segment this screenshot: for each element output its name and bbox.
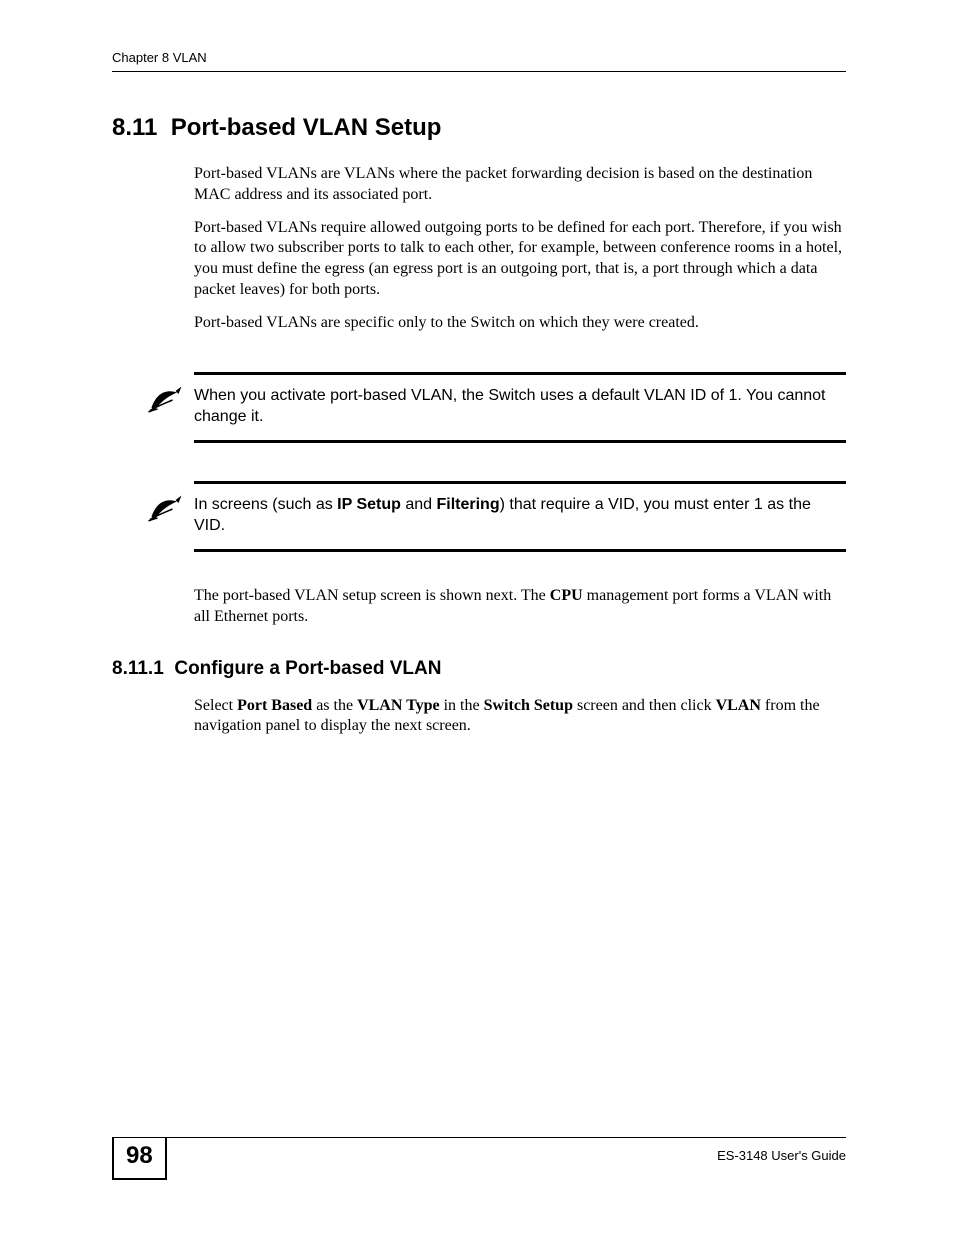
- t-bold: Port Based: [237, 697, 312, 714]
- t-bold: VLAN Type: [357, 697, 440, 714]
- t: screen and then click: [573, 697, 716, 714]
- t-bold: IP Setup: [337, 496, 401, 513]
- para: Port-based VLANs require allowed outgoin…: [194, 218, 846, 301]
- para: Port-based VLANs are specific only to th…: [194, 313, 846, 334]
- section-number: 8.11: [112, 114, 157, 141]
- page-number-box: 98: [112, 1138, 167, 1180]
- note-block: When you activate port-based VLAN, the S…: [147, 372, 846, 443]
- guide-name: ES-3148 User's Guide: [717, 1146, 846, 1163]
- t: as the: [312, 697, 357, 714]
- subsection-heading: 8.11.1 Configure a Port-based VLAN: [112, 658, 846, 680]
- note-rule-bottom: [194, 549, 846, 552]
- t: in the: [440, 697, 484, 714]
- subsection-number: 8.11.1: [112, 658, 164, 679]
- t-bold: Filtering: [436, 496, 499, 513]
- t: The port-based VLAN setup screen is show…: [194, 587, 550, 604]
- note-icon: [147, 385, 194, 415]
- t-bold: CPU: [550, 587, 583, 604]
- t-bold: Switch Setup: [484, 697, 573, 714]
- t: and: [401, 496, 437, 513]
- running-head: Chapter 8 VLAN: [112, 50, 846, 72]
- t: In screens (such as: [194, 496, 337, 513]
- subsection-title: Configure a Port-based VLAN: [174, 658, 441, 679]
- section-heading: 8.11 Port-based VLAN Setup: [112, 114, 846, 142]
- note-block: In screens (such as IP Setup and Filteri…: [147, 481, 846, 552]
- note-text: In screens (such as IP Setup and Filteri…: [194, 494, 846, 537]
- note-rule-bottom: [194, 440, 846, 443]
- t-bold: VLAN: [716, 697, 761, 714]
- after-notes: The port-based VLAN setup screen is show…: [194, 586, 846, 628]
- page-number: 98: [126, 1142, 153, 1169]
- page: Chapter 8 VLAN 8.11 Port-based VLAN Setu…: [112, 50, 846, 1180]
- para: Select Port Based as the VLAN Type in th…: [194, 696, 846, 738]
- para: The port-based VLAN setup screen is show…: [194, 586, 846, 628]
- note-icon: [147, 494, 194, 524]
- note-text: When you activate port-based VLAN, the S…: [194, 385, 846, 428]
- section-body: Port-based VLANs are VLANs where the pac…: [194, 164, 846, 334]
- para: Port-based VLANs are VLANs where the pac…: [194, 164, 846, 206]
- section-title: Port-based VLAN Setup: [171, 114, 442, 141]
- subsection-body: Select Port Based as the VLAN Type in th…: [194, 696, 846, 738]
- page-footer: 98 ES-3148 User's Guide: [112, 1137, 846, 1180]
- t: Select: [194, 697, 237, 714]
